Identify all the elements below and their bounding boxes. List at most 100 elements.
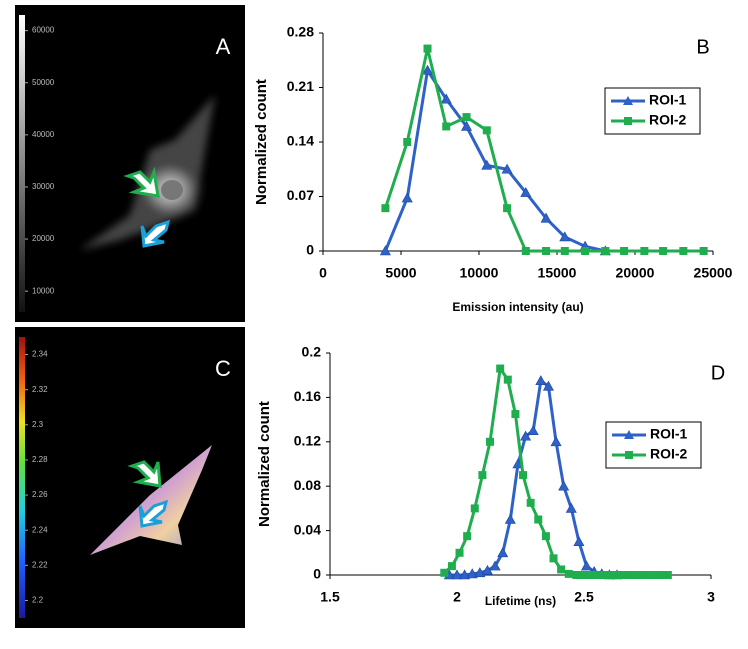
arrow-green-a [123,166,160,198]
x-tick-label: 0 [319,265,327,281]
x-tick-label: 10000 [460,265,499,281]
marker [581,560,593,571]
marker [560,247,569,255]
panel-label: B [696,36,709,58]
marker [610,571,619,579]
y-tick-label: 0 [306,242,314,258]
x-tick-label: 1.5 [320,589,340,605]
marker [504,513,516,524]
marker [442,122,451,131]
marker [581,247,590,255]
marker [381,204,390,213]
marker [659,247,668,255]
marker [486,437,495,446]
y-tick-label: 0.21 [287,78,314,94]
colorbar-tick-label: 2.24 [32,525,48,534]
marker [601,247,610,255]
marker [440,93,452,104]
marker [549,554,558,563]
image-c-background [15,327,245,628]
legend-marker [624,430,634,439]
y-tick-label: 0.14 [287,133,314,149]
y-tick-label: 0.16 [294,388,321,404]
marker [503,204,512,213]
y-tick-label: 0 [313,566,321,582]
marker [558,480,570,491]
x-tick-label: 3 [707,589,715,605]
marker [497,547,509,558]
legend-marker [624,117,632,125]
y-tick-label: 0.04 [294,521,321,537]
legend-label: ROI-2 [650,446,688,462]
marker [620,247,629,255]
marker [625,571,634,579]
colorbar-tick-label: 10000 [32,286,55,295]
marker [520,430,532,441]
marker [459,569,471,580]
marker [527,425,539,435]
marker [565,502,577,513]
marker [648,571,657,579]
marker [656,571,665,579]
x-axis-label: Lifetime (ns) [485,594,556,608]
marker [540,212,552,223]
marker [618,571,627,579]
marker [602,571,611,579]
y-axis-label: Normalized count [253,79,270,205]
marker [440,568,449,577]
marker [501,163,513,174]
y-axis-label: Normalized count [256,401,273,527]
marker [572,571,581,579]
marker [587,571,596,579]
y-tick-label: 0.12 [294,433,321,449]
colorbar-tick-label: 30000 [32,182,55,191]
marker [580,571,588,579]
y-tick-label: 0.28 [287,24,314,40]
colorbar-tick-label: 50000 [32,78,55,87]
colorbar [19,15,25,312]
marker [595,571,604,579]
nucleus [161,180,183,200]
marker [461,120,473,131]
colorbar-tick-label: 40000 [32,130,55,139]
y-tick-label: 0.2 [302,344,322,360]
marker [521,247,530,255]
legend-marker [625,451,633,459]
marker [640,571,649,579]
marker [541,532,550,541]
colorbar-tick-label: 2.3 [32,420,44,429]
marker [466,568,478,579]
arrow-green-c [127,460,162,488]
marker [520,186,532,197]
marker [478,471,487,480]
marker [557,565,566,574]
marker [534,515,543,524]
marker [503,375,512,384]
x-axis-label: Emission intensity (au) [452,300,583,314]
x-tick-label: 2.5 [574,589,594,605]
x-tick-label: 2 [453,589,461,605]
marker [573,536,585,546]
panel-label: C [215,356,231,381]
marker [564,569,573,578]
legend-label: ROI-1 [650,426,688,442]
series-line [449,378,618,577]
marker [519,471,528,480]
y-tick-label: 0.07 [287,187,314,203]
y-tick-label: 0.08 [294,477,321,493]
marker [481,159,493,170]
colorbar-tick-label: 60000 [32,26,55,35]
colorbar-tick-label: 20000 [32,234,55,243]
panel-label: D [711,362,725,384]
colorbar-tick-label: 2.26 [32,490,48,499]
marker [463,532,472,541]
marker [526,498,535,507]
series-line [443,364,668,577]
marker [379,245,391,256]
colorbar-tick-label: 2.22 [32,560,48,569]
x-tick-label: 5000 [385,265,416,281]
arrow-blue-a [140,219,171,248]
marker [482,126,491,135]
